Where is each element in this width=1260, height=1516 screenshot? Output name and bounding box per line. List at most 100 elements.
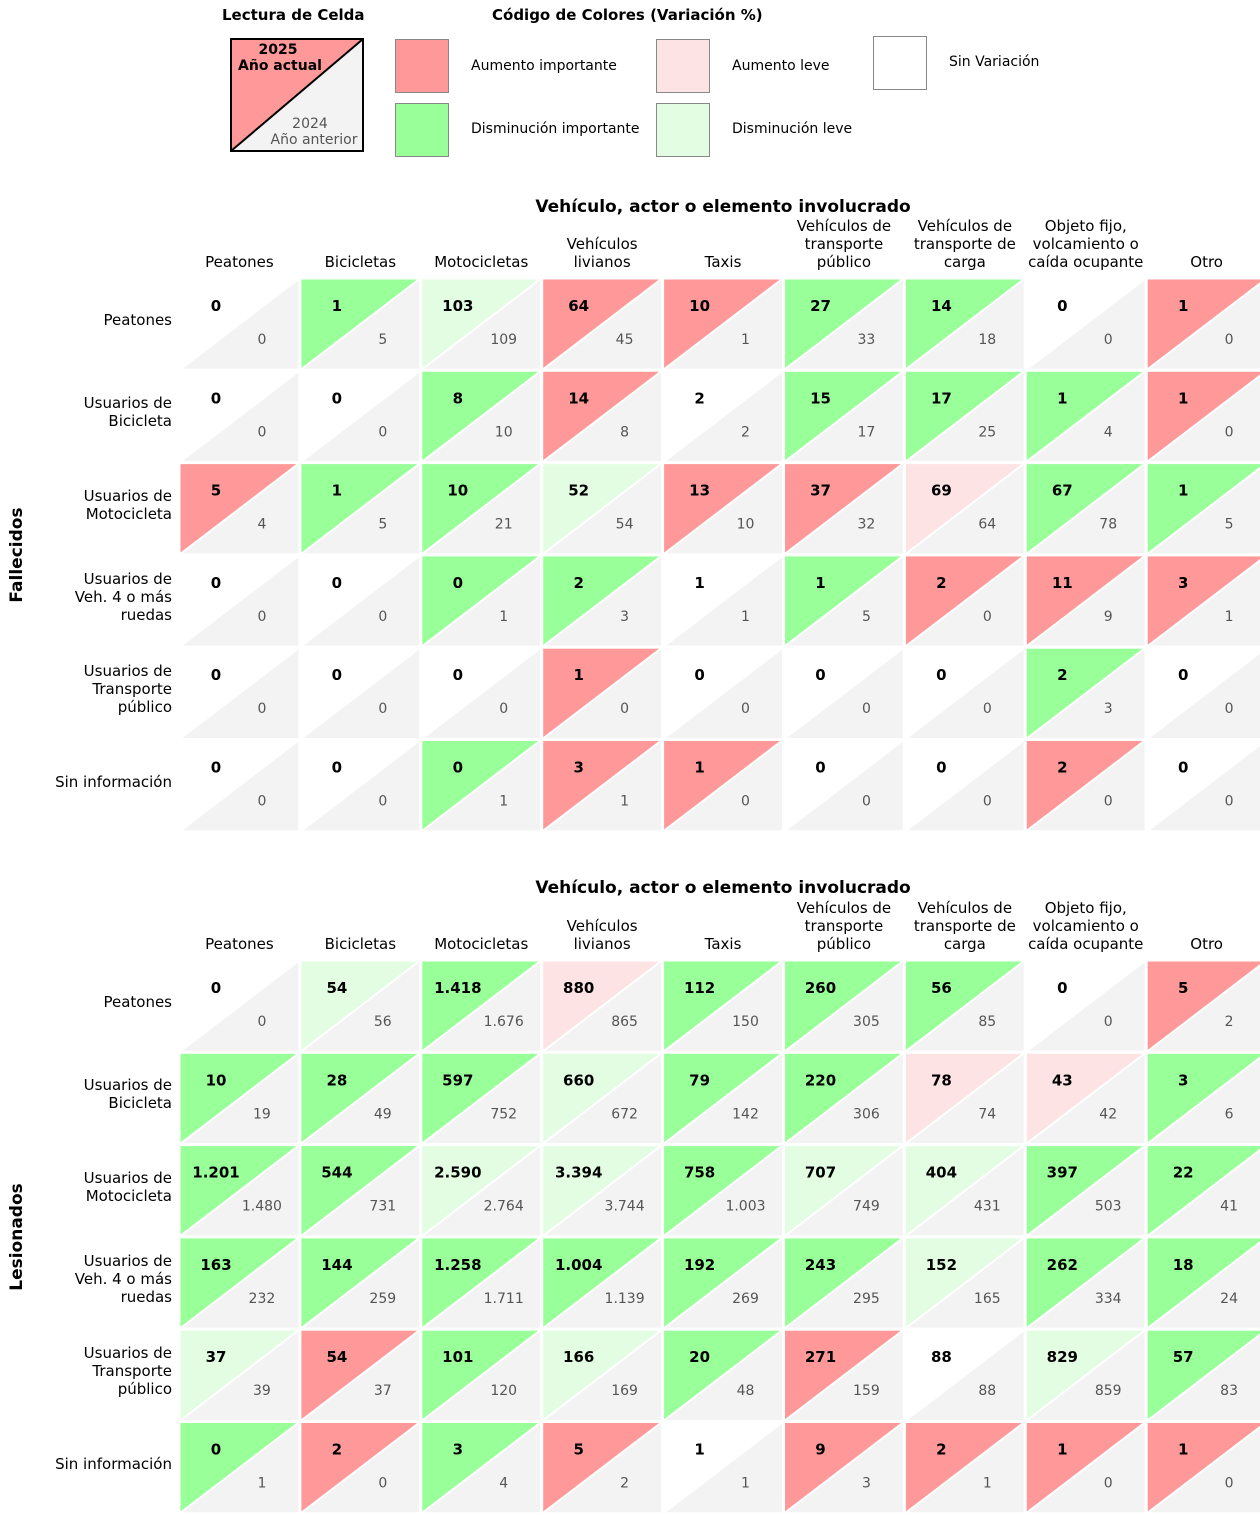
legend-swatch-strong-decrease [395,103,449,157]
cell-diagonal [782,369,906,464]
cell-diagonal [541,1051,664,1146]
cell-current-triangle [179,1421,300,1514]
cell-previous-value: 165 [974,1291,1001,1307]
cell-previous-value: 142 [732,1106,759,1122]
cell-current-triangle [904,462,1026,555]
column-header-line: volcamiento o [1032,235,1139,253]
cell-previous-value: 3 [1104,701,1113,717]
cell-diagonal [782,1143,906,1238]
cell: 00 [298,368,423,465]
row-header-line: Sin información [55,772,172,791]
cell-diagonal [420,646,543,741]
cell-previous-value: 1.003 [725,1199,765,1215]
legend-swatch-slight-decrease [656,103,710,157]
cell-current-value: 0 [694,666,704,684]
lesionados-row-header: Peatones [2,993,172,1011]
cell-previous-value: 56 [374,1014,392,1030]
cell-diagonal [420,738,543,833]
cell-current-value: 101 [442,1348,473,1366]
cell: 93 [782,1420,906,1516]
lesionados-column-header: Vehículos de transporte de carga [902,893,1028,953]
cell-previous-value: 1 [620,794,629,810]
cell: 15 [298,278,423,372]
cell: 37 32 [782,461,906,557]
cell: 8 10 [419,368,544,465]
cell-previous-value: 25 [978,424,996,440]
legend-label-no-change: Sin Variación [949,54,1040,70]
cell-diagonal [661,461,785,556]
cell: 64 45 [540,278,665,372]
cell-current-value: 88 [931,1348,952,1366]
cell-diagonal [1145,1241,1260,1330]
column-header-line: Objeto fijo, [1044,899,1127,917]
column-header-line: Otro [1190,935,1223,953]
cell-current-value: 78 [931,1071,952,1089]
cell-current-triangle [1146,1144,1260,1237]
cell-previous-value: 1 [741,1476,750,1492]
cell-previous-value: 0 [257,794,266,810]
fallecidos-title: Vehículo, actor o elemento involucrado [535,197,911,217]
cell-previous-value: 42 [1099,1106,1117,1122]
cell-current-value: 0 [936,759,946,777]
cell: 880 865 [540,960,665,1054]
cell-current-value: 2 [332,1441,342,1459]
row-header-line: Veh. 4 o más [74,1270,172,1289]
column-header-line: Bicicletas [324,935,397,953]
cell: 21 [902,1420,1027,1516]
cell-previous-value: 18 [978,332,996,348]
cell-current-value: 0 [211,1441,221,1459]
cell-diagonal [179,738,301,833]
cell-current-value: 56 [931,979,952,997]
cell-diagonal [299,554,422,648]
fallecidos-column-header: Peatones [176,211,302,271]
cell: 31 [1144,553,1260,649]
legend-previous-year: 2024 [292,116,328,132]
cell-current-triangle [904,1144,1026,1237]
legend-cell-border [230,38,364,152]
column-header-line: Peatones [205,935,274,953]
cell: 01 [419,738,544,834]
cell-current-value: 13 [689,482,710,500]
cell-current-value: 1 [815,574,825,592]
column-header-line: Taxis [704,935,742,953]
cell-previous-value: 672 [611,1106,638,1122]
cell-current-triangle [179,960,300,1053]
cell-previous-value: 159 [853,1383,880,1399]
cell-current-value: 3.394 [555,1164,602,1182]
cell-current-value: 18 [1173,1256,1194,1274]
cell-current-value: 9 [815,1441,825,1459]
cell: 2.590 2.764 [419,1143,544,1239]
cell-previous-value: 9 [1104,609,1113,625]
cell-diagonal [179,960,301,1054]
cell: 01 [179,1420,302,1516]
cell-current-value: 2 [1057,666,1067,684]
cell-previous-value: 0 [1104,332,1113,348]
legend-label-slight-increase: Aumento leve [732,58,830,74]
cell-diagonal [782,1328,906,1423]
cell-current-value: 404 [926,1164,957,1182]
lesionados-column-header: Peatones [176,893,302,953]
cell-previous-value: 10 [737,517,755,533]
cell: 67 78 [1023,461,1148,557]
row-header-line: Usuarios de [83,1252,172,1271]
cell-previous-triangle [299,1329,421,1422]
lesionados-column-header: Vehículos de transporte público [781,893,907,953]
cell-current-value: 10 [447,482,468,500]
lesionados-column-header: Taxis [660,893,786,953]
cell-previous-triangle [179,1329,300,1422]
cell-previous-value: 334 [1095,1291,1122,1307]
cell-diagonal [179,369,301,464]
cell-current-value: 1.258 [434,1256,481,1274]
cell-previous-value: 32 [857,517,875,533]
cell-previous-value: 1 [499,794,508,810]
cell-diagonal [420,1328,543,1423]
cell-current-value: 262 [1047,1256,1078,1274]
cell-diagonal [1024,738,1147,833]
lesionados-column-header: Objeto fijo, volcamiento o caída ocupante [1023,893,1149,953]
cell-diagonal [661,554,785,648]
cell-diagonal [299,369,422,464]
lesionados-column-header: Otro [1144,893,1260,953]
cell-diagonal [782,461,906,556]
cell-current-value: 1.201 [192,1164,239,1182]
